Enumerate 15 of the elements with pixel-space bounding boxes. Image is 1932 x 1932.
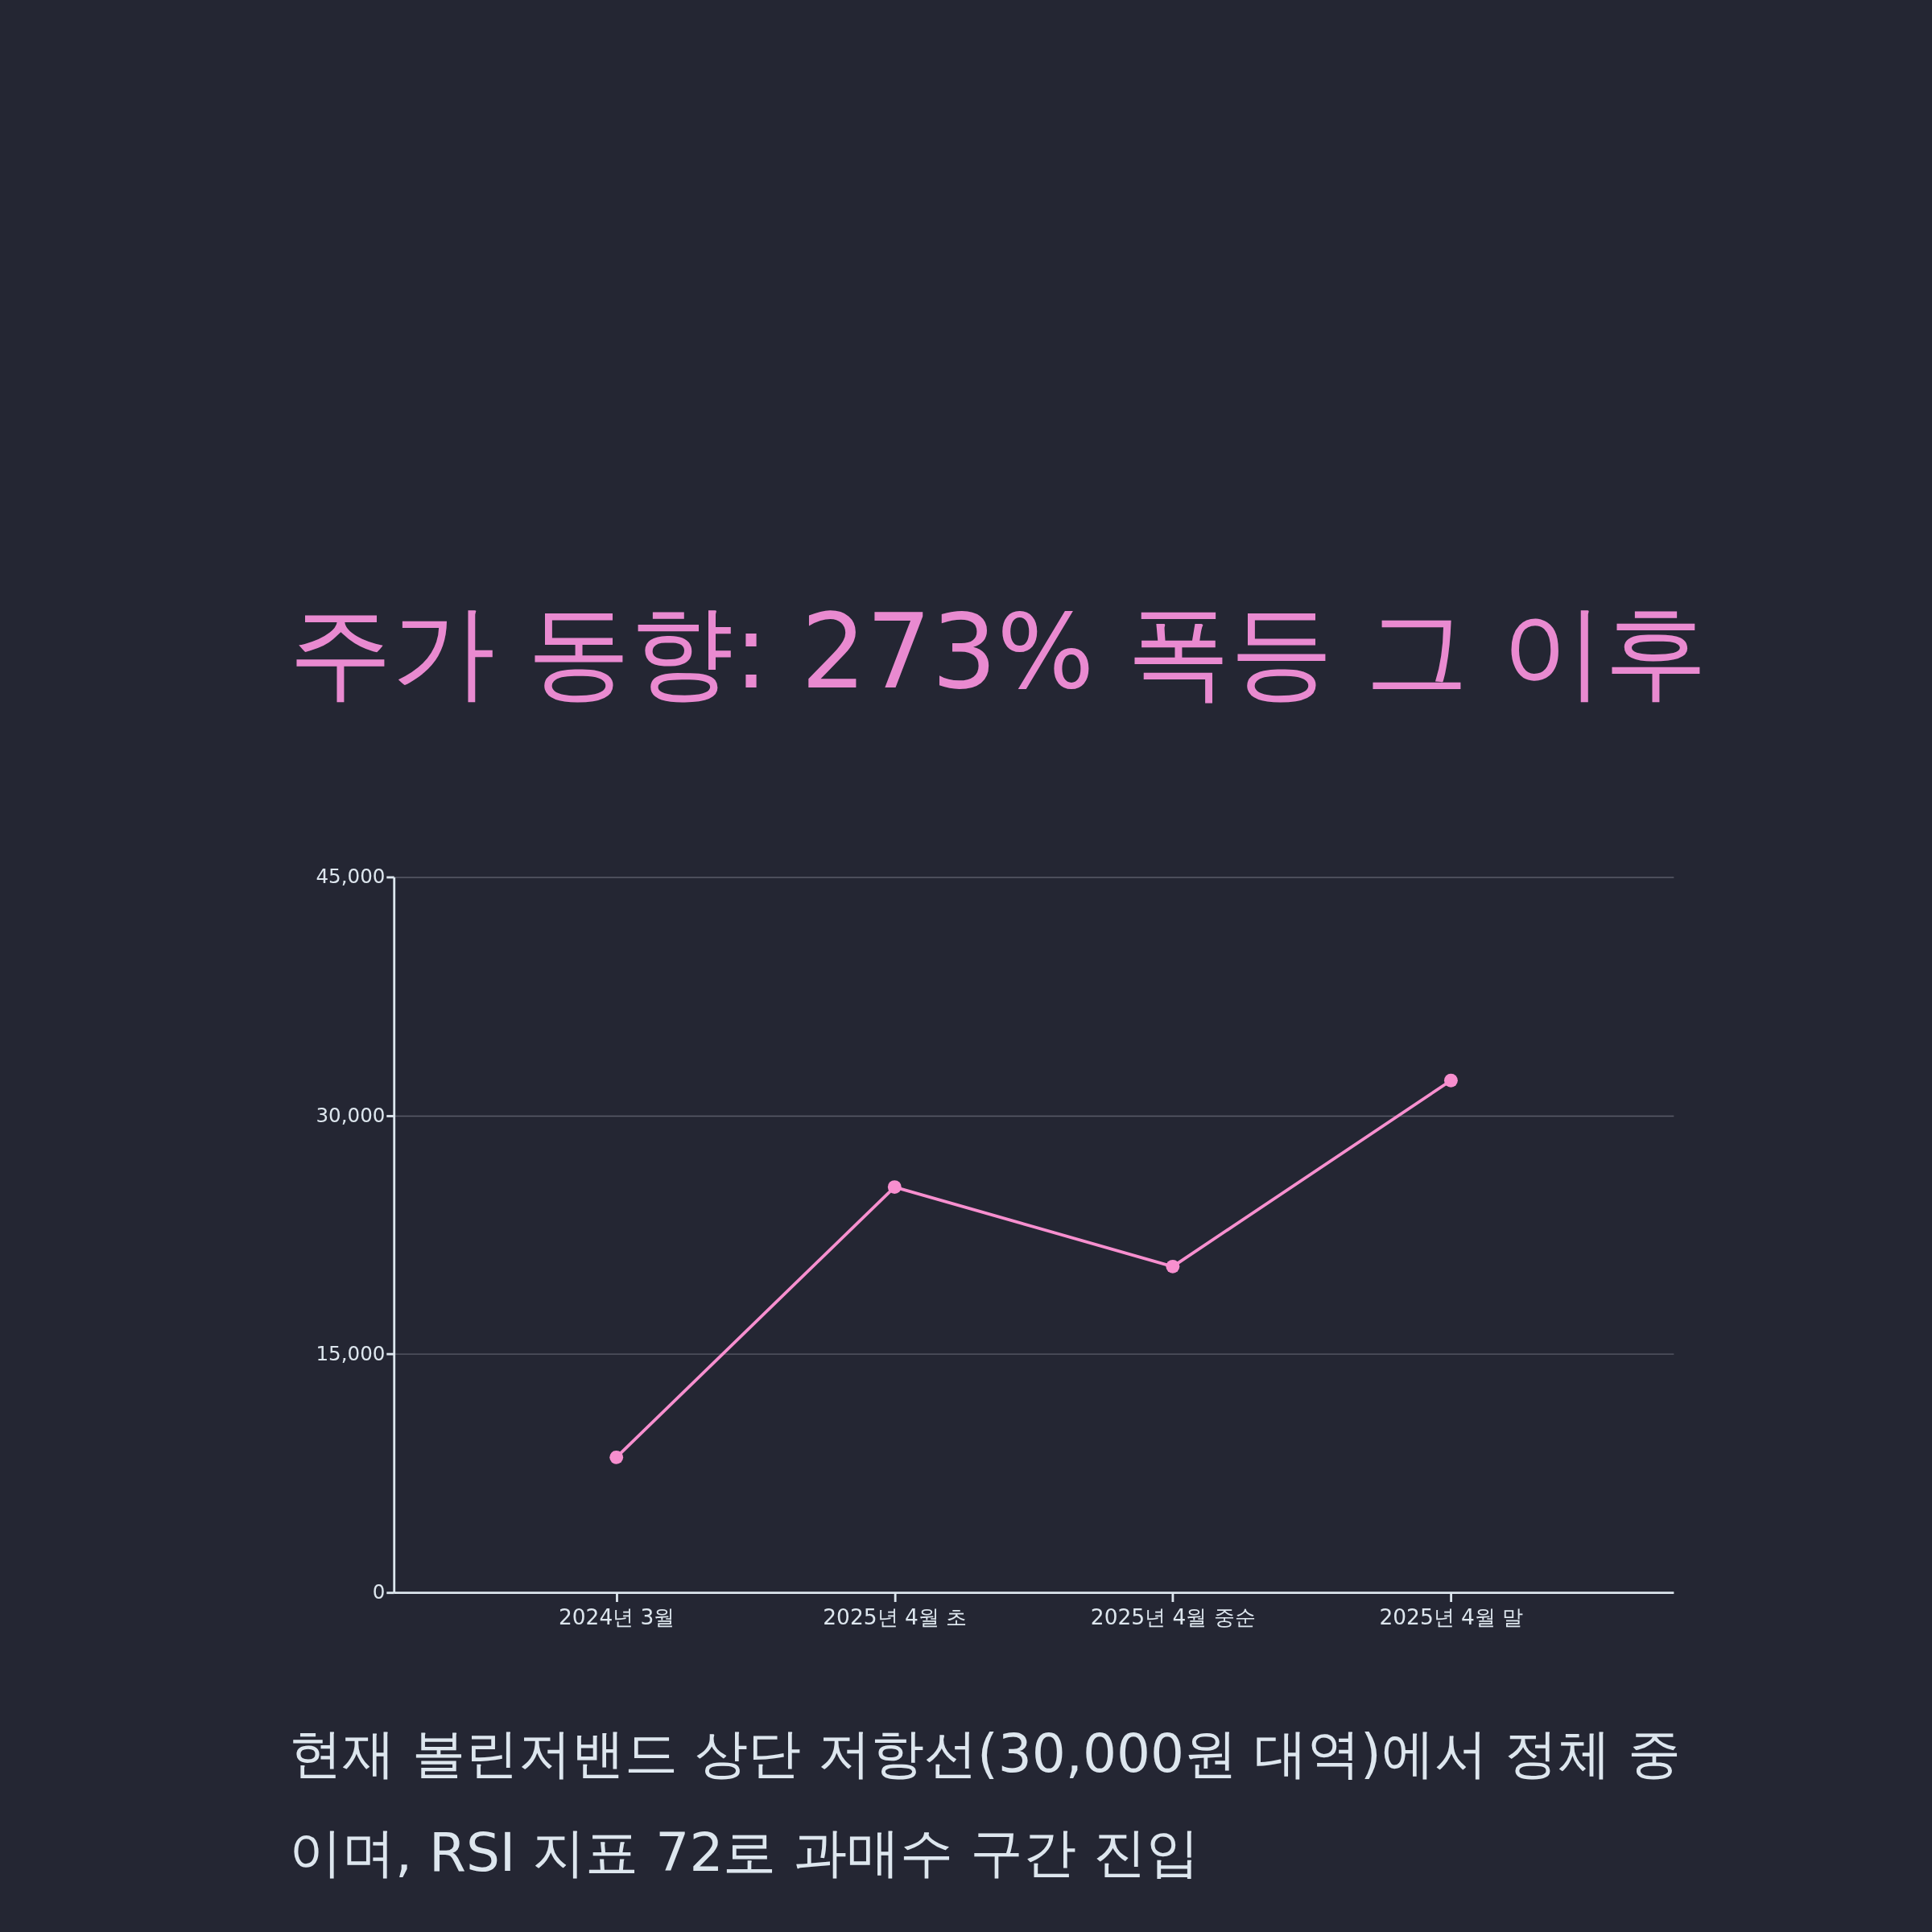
y-tick-label: 0 <box>372 1580 386 1604</box>
x-tick-label: 2025년 4월 중순 <box>1090 1604 1256 1630</box>
text: 이며, RSI 지표 72로 과매수 구간 진입 <box>288 1821 1199 1884</box>
y-tick-label: 30,000 <box>316 1103 386 1127</box>
x-tick-label: 2025년 4월 초 <box>823 1604 968 1630</box>
point <box>1443 1073 1458 1088</box>
y-tick-label: 15,000 <box>316 1342 386 1365</box>
point <box>887 1180 902 1195</box>
point <box>1166 1259 1180 1274</box>
point <box>609 1450 624 1464</box>
chart-title: 주가 동향: 273% 폭등 그 이후 <box>288 592 1708 712</box>
x-tick-label: 2025년 4월 말 <box>1379 1604 1524 1630</box>
text: 현재 볼린저밴드 상단 저항선(30,000원 대역)에서 정체 중 <box>288 1723 1681 1785</box>
y-tick-label: 45,000 <box>316 865 386 889</box>
x-tick-label: 2024년 3월 <box>558 1604 675 1630</box>
